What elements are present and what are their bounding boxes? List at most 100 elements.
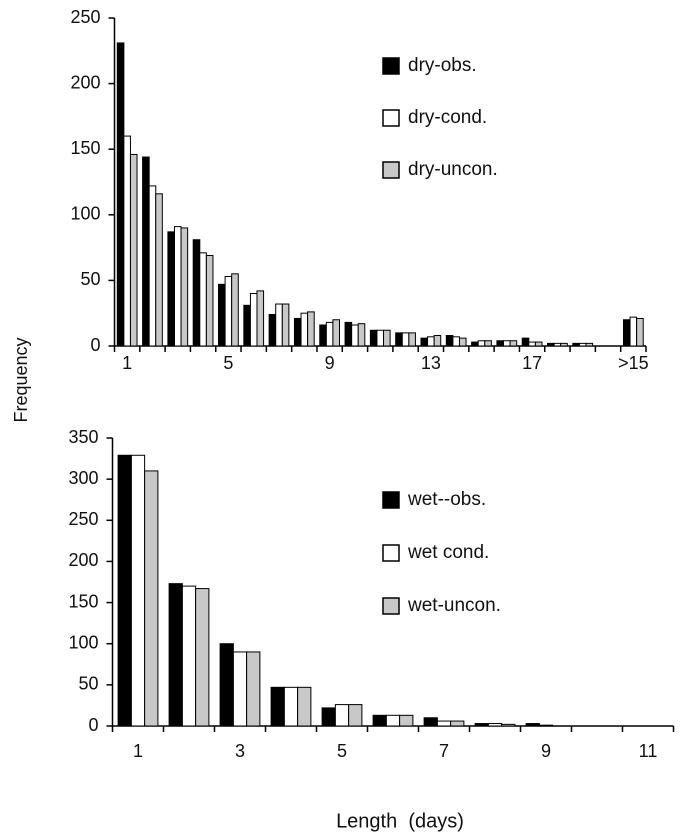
bar (155, 193, 163, 347)
bar (167, 231, 175, 347)
bar (445, 335, 454, 347)
bar (224, 275, 233, 347)
bar (521, 337, 530, 347)
x-tick-label: 11 (639, 741, 658, 761)
bar (408, 332, 416, 347)
bar (395, 332, 403, 347)
legend-swatch (382, 161, 400, 179)
bar (344, 321, 353, 347)
bar (348, 704, 363, 727)
bar (433, 335, 442, 347)
x-tick-label: 9 (541, 741, 551, 761)
bar (325, 321, 334, 347)
bar (283, 686, 299, 727)
bar (268, 314, 277, 347)
x-tick-label: 5 (223, 353, 233, 373)
legend-swatch (382, 491, 400, 509)
bar (458, 337, 467, 347)
bar (474, 723, 489, 727)
bar (192, 239, 201, 347)
y-tick-label: 50 (80, 269, 100, 289)
x-tick-label: 7 (439, 741, 449, 761)
bar (385, 714, 401, 727)
bar (357, 323, 366, 347)
legend-label: dry-obs. (408, 55, 477, 76)
bar (168, 583, 183, 727)
y-tick-label: 50 (78, 674, 98, 694)
y-tick-label: 350 (68, 427, 98, 447)
bar (477, 340, 486, 347)
y-tick-label: 100 (70, 204, 100, 224)
bar (249, 293, 258, 347)
bar (144, 470, 159, 727)
bar (195, 588, 210, 727)
y-tick-label: 250 (70, 7, 100, 27)
bar (487, 723, 503, 727)
bar (629, 316, 638, 347)
bar (525, 723, 540, 727)
bar (376, 329, 385, 347)
bar (509, 340, 518, 347)
bar (297, 686, 312, 727)
bar (534, 341, 543, 347)
bar (332, 319, 341, 347)
bar (218, 283, 226, 347)
y-tick-label: 300 (68, 468, 98, 488)
bar (501, 723, 516, 727)
bar (423, 717, 438, 727)
legend-swatch (382, 597, 400, 615)
bar (173, 226, 182, 347)
bar (148, 185, 157, 347)
bar (399, 714, 414, 727)
bar (547, 342, 555, 347)
bar (471, 341, 479, 347)
bar (503, 340, 511, 347)
legend-swatch (382, 109, 400, 127)
bar (246, 651, 261, 727)
bar (452, 336, 460, 347)
bar (334, 704, 350, 727)
bar (243, 304, 251, 347)
legend-label: wet cond. (407, 542, 489, 563)
legend-label: wet--obs. (407, 489, 486, 510)
y-tick-label: 0 (88, 715, 98, 735)
bar (116, 42, 125, 347)
bar (622, 319, 631, 347)
bar (199, 252, 207, 347)
bar (578, 342, 587, 347)
bar (560, 342, 568, 347)
bar (427, 336, 435, 347)
x-tick-label: 3 (235, 741, 245, 761)
bar (572, 342, 580, 347)
legend-label: dry-uncon. (408, 159, 498, 180)
bar (585, 342, 594, 347)
legend-label: dry-cond. (408, 107, 487, 128)
bar (450, 720, 465, 727)
bar (372, 714, 387, 727)
bar (528, 341, 536, 347)
y-axis-label: Frequency (11, 337, 31, 422)
bar (130, 454, 146, 727)
x-axis-label: Length (days) (336, 810, 464, 832)
x-tick-label: 1 (122, 353, 132, 373)
bar (117, 454, 132, 727)
bar (321, 707, 336, 727)
bar (496, 340, 505, 347)
x-tick-label: 5 (337, 741, 347, 761)
bar (436, 720, 452, 727)
bar (293, 317, 302, 347)
bar (270, 686, 285, 727)
legend-swatch (382, 544, 400, 562)
bar (420, 337, 429, 347)
bar (181, 585, 197, 727)
y-tick-label: 100 (68, 632, 98, 652)
y-tick-label: 200 (70, 72, 100, 92)
bar (256, 290, 265, 347)
bar (369, 329, 378, 347)
legend-label: wet-uncon. (407, 595, 501, 616)
y-tick-label: 0 (90, 335, 100, 355)
bar (307, 311, 315, 347)
bar (180, 227, 189, 347)
bar (142, 156, 150, 347)
